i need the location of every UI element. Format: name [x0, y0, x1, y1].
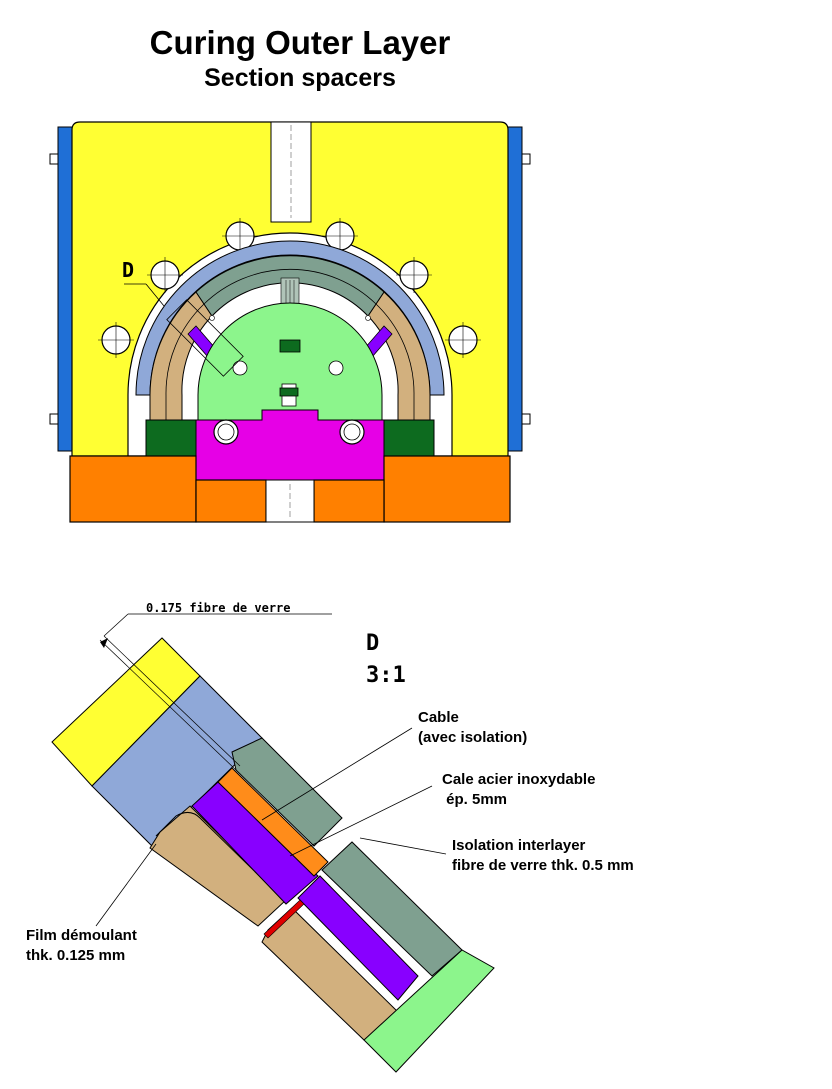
detail-scale: 3:1: [366, 663, 406, 688]
detail-interlayer: [263, 899, 305, 939]
end-plate-left: [57, 126, 73, 452]
film-label-line1: Film démoulant: [26, 927, 137, 944]
detail-spacer: [191, 781, 319, 905]
base-left: [69, 455, 197, 523]
pad-right: [383, 419, 435, 457]
shim-label-line1: Cale acier inoxydable: [442, 771, 596, 788]
detail-title: D: [366, 631, 380, 656]
detail-d-frame: [166, 299, 244, 377]
mandrel-key: [279, 339, 301, 353]
detail-coil-upper: [149, 805, 287, 927]
shim-label: Cale acier inoxydable ép. 5mm: [442, 770, 595, 810]
collar: [135, 240, 445, 396]
cable-label-line1: Cable: [418, 709, 459, 726]
detail-shim: [217, 767, 329, 877]
interlayer-label-line2: fibre de verre thk. 0.5 mm: [452, 857, 634, 874]
interlayer-label-line1: Isolation interlayer: [452, 837, 586, 854]
detail-cable-upper: [231, 737, 343, 847]
base-right: [383, 455, 511, 523]
pad-left: [145, 419, 197, 457]
page-title: Curing Outer Layer: [149, 24, 451, 61]
film-label-line2: thk. 0.125 mm: [26, 947, 126, 964]
detail-view: [51, 613, 495, 1073]
mandrel: [197, 302, 383, 421]
detail-marker: D: [122, 258, 135, 282]
section-view: [49, 121, 531, 523]
interlayer-label: Isolation interlayer fibre de verre thk. …: [452, 836, 634, 876]
cable-label-line2: (avec isolation): [418, 729, 528, 746]
glass-fiber-label: 0.175 fibre de verre: [146, 601, 291, 615]
cable-label: Cable (avec isolation): [418, 708, 527, 748]
film-label: Film démoulant thk. 0.125 mm: [26, 926, 137, 966]
page-subtitle: Section spacers: [204, 64, 396, 92]
shim-label-line2: ép. 5mm: [442, 791, 508, 808]
end-plate-right: [507, 126, 523, 452]
detail-mandrel: [363, 949, 495, 1073]
